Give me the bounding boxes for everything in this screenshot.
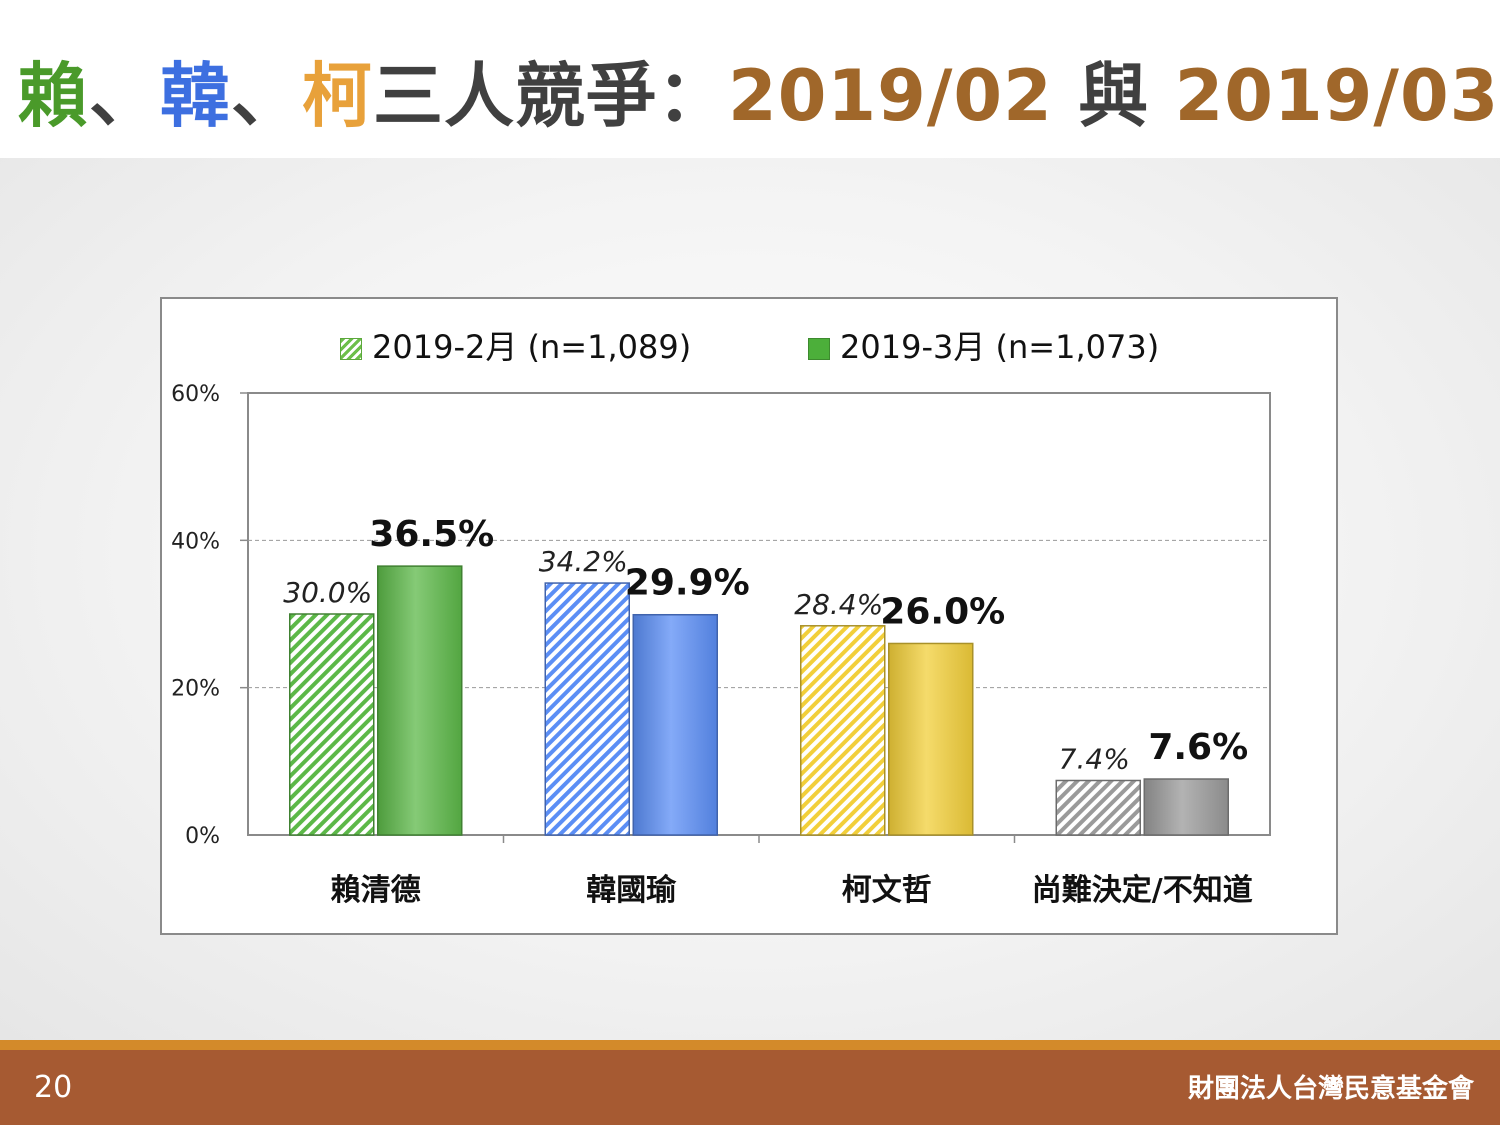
legend-swatch-mar xyxy=(808,338,830,360)
bar-feb-3 xyxy=(1055,779,1141,836)
bar-mar-1 xyxy=(632,613,718,836)
y-tick-label: 20% xyxy=(171,677,220,702)
legend-item-feb: 2019-2月 (n=1,089) xyxy=(340,322,691,368)
footer-bar xyxy=(0,1050,1500,1125)
title-sep1: 、 xyxy=(89,55,160,137)
legend-label-feb: 2019-2月 (n=1,089) xyxy=(372,328,692,366)
bar-feb-1 xyxy=(544,582,630,836)
bar-feb-2 xyxy=(800,625,886,836)
page-number: 20 xyxy=(34,1070,73,1105)
title-rest: 三人競爭： xyxy=(373,55,728,137)
data-label-feb-3: 7.4% xyxy=(1059,742,1130,775)
slide-title: 賴、韓、柯三人競爭：2019/02 與 2019/03 xyxy=(18,40,1499,141)
data-label-mar-0: 36.5% xyxy=(369,514,494,555)
bar-mar-3 xyxy=(1143,778,1229,836)
title-bar: 賴、韓、柯三人競爭：2019/02 與 2019/03 xyxy=(0,0,1500,158)
data-label-mar-2: 26.0% xyxy=(880,591,1005,632)
data-label-feb-1: 34.2% xyxy=(539,545,628,578)
title-date1: 2019/02 xyxy=(728,55,1053,137)
legend-item-mar: 2019-3月 (n=1,073) xyxy=(808,322,1159,368)
footer-accent-line xyxy=(0,1040,1500,1050)
title-han: 韓 xyxy=(160,55,231,137)
title-mid: 與 xyxy=(1052,55,1175,137)
legend-label-mar: 2019-3月 (n=1,073) xyxy=(840,328,1160,366)
title-sep2: 、 xyxy=(231,55,302,137)
data-label-mar-3: 7.6% xyxy=(1148,727,1248,768)
y-tick-label: 0% xyxy=(185,824,220,849)
legend-swatch-feb xyxy=(340,338,362,360)
y-tick-label: 40% xyxy=(171,529,220,554)
data-label-feb-2: 28.4% xyxy=(794,588,883,621)
x-category-label: 尚難決定/不知道 xyxy=(1032,873,1253,908)
x-category-label: 韓國瑜 xyxy=(586,873,677,908)
data-label-mar-1: 29.9% xyxy=(625,563,750,604)
organization-name: 財團法人台灣民意基金會 xyxy=(1187,1074,1474,1104)
bar-feb-0 xyxy=(289,613,375,836)
title-ko: 柯 xyxy=(302,55,373,137)
y-tick-label: 60% xyxy=(171,382,220,407)
bar-mar-0 xyxy=(377,565,463,836)
x-category-label: 賴清德 xyxy=(331,873,421,908)
x-category-label: 柯文哲 xyxy=(842,873,932,908)
data-label-feb-0: 30.0% xyxy=(283,576,372,609)
title-date2: 2019/03 xyxy=(1174,55,1500,137)
title-lai: 賴 xyxy=(18,55,89,137)
bar-mar-2 xyxy=(888,642,974,836)
